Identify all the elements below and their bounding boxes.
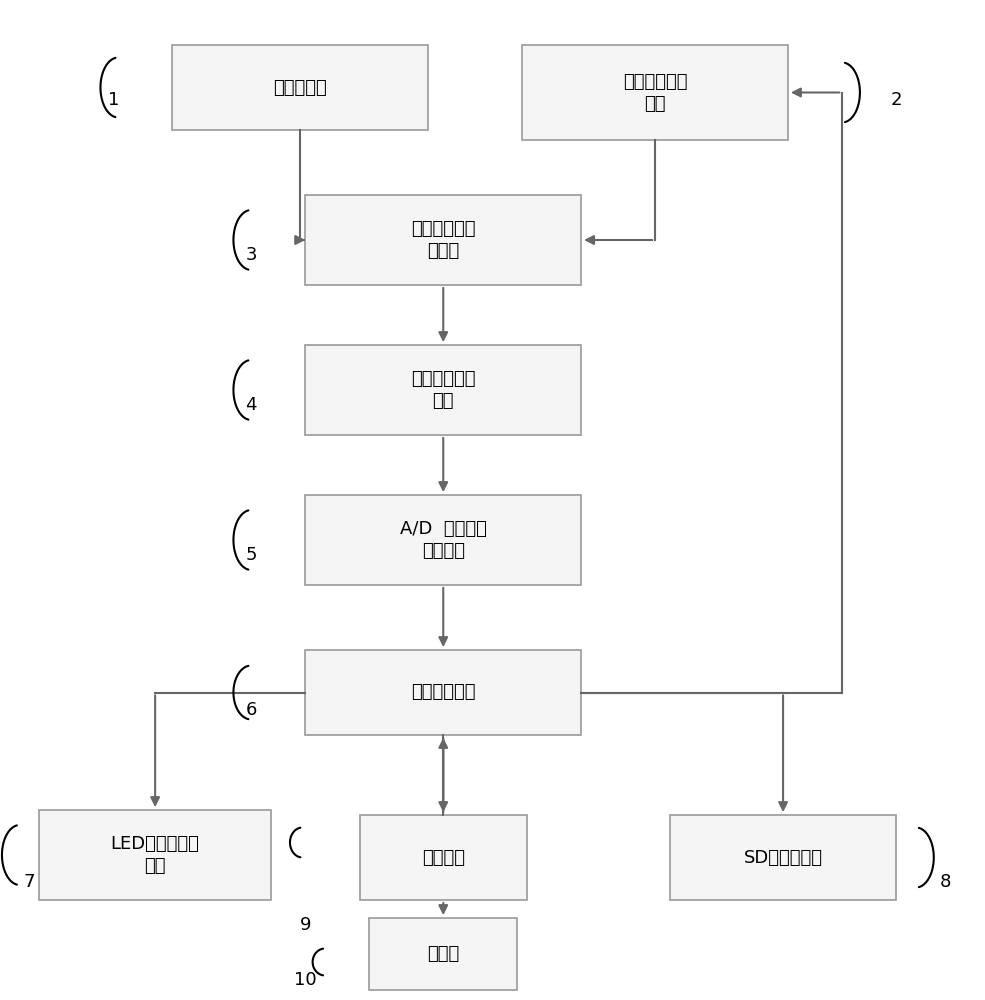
Text: 多路选择控制: 多路选择控制 [623, 73, 688, 91]
Text: 7: 7 [24, 873, 35, 891]
Text: 电路: 电路 [145, 857, 165, 875]
Text: SD卡存储电路: SD卡存储电路 [744, 848, 822, 866]
Text: 多路继电器切: 多路继电器切 [411, 220, 476, 238]
Text: 10: 10 [295, 971, 316, 989]
Text: 单片机处理器: 单片机处理器 [411, 684, 476, 702]
Text: 5: 5 [245, 546, 257, 564]
Bar [369, 918, 517, 990]
Bar [305, 195, 581, 285]
Text: 6: 6 [245, 701, 257, 719]
Text: 1: 1 [107, 91, 119, 109]
Text: LED数码管显示: LED数码管显示 [110, 835, 200, 853]
Bar [670, 815, 896, 900]
Bar [522, 45, 788, 140]
Text: 转换电路: 转换电路 [422, 542, 465, 560]
Text: 接口电路: 接口电路 [422, 848, 465, 866]
Text: 电流转换电压: 电流转换电压 [411, 370, 476, 388]
Text: 9: 9 [299, 916, 311, 934]
Bar [305, 495, 581, 585]
Text: 8: 8 [940, 873, 952, 891]
Text: 4: 4 [245, 396, 257, 414]
Bar [172, 45, 428, 130]
Bar [360, 815, 527, 900]
Text: 换电路: 换电路 [427, 242, 459, 260]
Bar [39, 810, 271, 900]
Bar [305, 650, 581, 735]
Text: 上位机: 上位机 [427, 945, 459, 963]
Text: 电路: 电路 [432, 392, 454, 410]
Text: 电路: 电路 [644, 95, 666, 112]
Text: 多路传感器: 多路传感器 [274, 79, 327, 97]
Text: A/D  数据采样: A/D 数据采样 [400, 520, 487, 538]
Text: 3: 3 [245, 246, 257, 264]
Bar [305, 345, 581, 435]
Text: 2: 2 [890, 91, 902, 109]
